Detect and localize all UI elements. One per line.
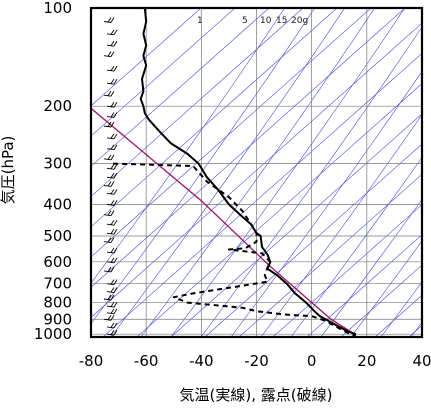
series-layer: [113, 8, 357, 337]
wind-barb: [103, 51, 115, 58]
wind-barb: [106, 164, 118, 170]
x-tick-label: -20: [244, 352, 269, 370]
isotherm-line: [102, 52, 422, 337]
x-tick-label: -80: [79, 352, 104, 370]
x-tick-label: 40: [412, 352, 431, 370]
adiabat-line: [200, 26, 422, 337]
y-tick-label: 500: [43, 227, 72, 245]
adiabat-line: [290, 156, 422, 337]
wind-barb: [106, 308, 118, 315]
wind-barb: [106, 257, 118, 264]
wind-barb: [106, 144, 118, 151]
wind-barb: [106, 247, 118, 254]
isotherm-line: [91, 8, 304, 197]
wind-barb: [106, 287, 118, 293]
adiabat-line: [230, 70, 422, 337]
wind-barb: [103, 90, 115, 97]
grid-lines: [91, 8, 422, 337]
isotherm-line: [91, 8, 372, 258]
wind-barb: [106, 78, 118, 85]
y-tick-label: 900: [43, 310, 72, 328]
wind-barb: [106, 112, 118, 118]
wind-barb: [103, 237, 115, 244]
isotherm-line: [408, 325, 422, 337]
wind-barb: [106, 40, 118, 47]
wind-barb: [106, 200, 118, 206]
dewpoint-series-line: [113, 162, 357, 337]
y-tick-label: 400: [43, 195, 72, 213]
wind-barb: [103, 121, 115, 128]
wind-barb: [106, 133, 118, 140]
x-tick-label: 0: [307, 352, 317, 370]
wind-barbs: [103, 17, 118, 336]
adiabat-line: [320, 199, 422, 337]
mixing-ratio-labels: 1 5 10 15 20g: [197, 16, 308, 26]
adiabat-line: [170, 8, 406, 337]
y-tick-label: 200: [43, 97, 72, 115]
wind-barb: [106, 101, 118, 108]
y-tick-label: 800: [43, 294, 72, 312]
isotherm-line: [272, 204, 422, 337]
wind-barb: [106, 301, 118, 308]
plot-frame: [89, 6, 424, 339]
wind-barb: [106, 322, 118, 329]
adiabat-line: [260, 114, 422, 337]
wind-barb: [106, 228, 118, 235]
isotherm-line: [91, 8, 270, 167]
x-tick-label: -40: [189, 352, 214, 370]
mixing-ratio-label: 20g: [291, 16, 308, 26]
y-tick-label: 600: [43, 253, 72, 271]
x-tick-label: 20: [357, 352, 376, 370]
adiabat-line: [91, 8, 316, 325]
y-tick-label: 700: [43, 275, 72, 293]
isotherm-line: [238, 173, 422, 337]
mixing-ratio-label: 1: [197, 16, 203, 26]
wind-barb: [103, 181, 115, 187]
mixing-ratio-label: 5: [242, 16, 248, 26]
reference-adiabat-line: [91, 107, 357, 336]
mixing-ratio-label: 15: [276, 16, 287, 26]
wind-barb: [106, 65, 118, 72]
mixing-ratio-label: 10: [260, 16, 272, 26]
wind-barb: [106, 329, 118, 336]
isotherm-line: [91, 8, 406, 288]
y-tick-label: 300: [43, 155, 72, 173]
adiabat-line: [110, 8, 346, 337]
x-tick-label: -60: [134, 352, 159, 370]
wind-barb: [103, 266, 115, 273]
isotherm-line: [306, 234, 422, 337]
wind-barb: [106, 29, 118, 36]
wind-barb: [106, 189, 118, 195]
wind-barb: [106, 219, 118, 226]
adiabat-line: [140, 8, 376, 337]
isotherm-line: [170, 113, 422, 337]
isotherm-line: [340, 264, 422, 337]
adiabat-line: [350, 240, 422, 337]
y-tick-label: 1000: [34, 325, 72, 343]
isotherm-line: [91, 8, 236, 137]
temperature-series-line: [139, 8, 357, 336]
x-tick-labels: -80 -60 -40 -20 0 20 40: [79, 352, 431, 370]
wind-barb: [103, 315, 115, 321]
wind-barb: [106, 172, 118, 179]
isotherm-line: [91, 22, 422, 318]
isotherm-line: [91, 8, 202, 107]
wind-barb: [103, 294, 115, 301]
isotherm-line: [91, 8, 338, 228]
y-axis-label: 気圧(hPa): [0, 136, 17, 205]
wind-barb: [103, 210, 115, 217]
wind-barb: [103, 154, 115, 161]
wind-barb: [103, 17, 115, 23]
isotherm-line: [204, 143, 422, 337]
wind-barb: [106, 279, 118, 286]
isotherm-line: [136, 83, 422, 337]
y-tick-label: 100: [43, 0, 72, 17]
x-axis-label: 気温(実線), 露点(破線): [180, 386, 333, 404]
